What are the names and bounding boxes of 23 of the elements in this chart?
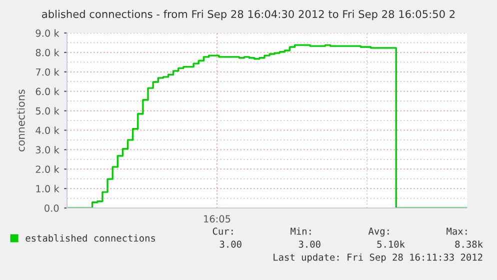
text: Cur: bbox=[212, 228, 233, 235]
y-tick-label: 2.0 k bbox=[36, 165, 60, 173]
y-tick-label: 5.0 k bbox=[36, 107, 60, 115]
legend-label: established connections bbox=[26, 234, 155, 242]
y-tick-label: 6.0 k bbox=[36, 88, 60, 96]
text: Max: bbox=[446, 228, 467, 235]
text: Min: bbox=[290, 227, 311, 235]
text: 8.38k bbox=[455, 240, 483, 248]
y-tick-label: 4.0 k bbox=[36, 126, 60, 134]
text: 16:05 bbox=[204, 215, 230, 223]
text: Last update: Fri Sep 28 16:11:33 2012 bbox=[274, 253, 482, 263]
text: 3.00 bbox=[220, 240, 242, 248]
y-tick-label: 7.0 k bbox=[36, 68, 60, 76]
y-tick-label: 9.0 k bbox=[36, 29, 60, 37]
text: 3.00 bbox=[298, 240, 320, 248]
y-tick-label: 3.0 k bbox=[36, 146, 60, 154]
y-tick-label: 1.0 k bbox=[36, 184, 60, 192]
y-tick-label: 0.0 bbox=[44, 204, 59, 212]
y-tick-label: 8.0 k bbox=[36, 48, 60, 56]
text: 5.10k bbox=[377, 240, 405, 248]
y-axis-title: connections bbox=[16, 90, 25, 152]
text: Avg: bbox=[368, 228, 389, 237]
chart-title: ablished connections - from Fri Sep 28 16:04:30 2012 to Fri Sep 28 16:05:50 2 bbox=[42, 10, 455, 20]
